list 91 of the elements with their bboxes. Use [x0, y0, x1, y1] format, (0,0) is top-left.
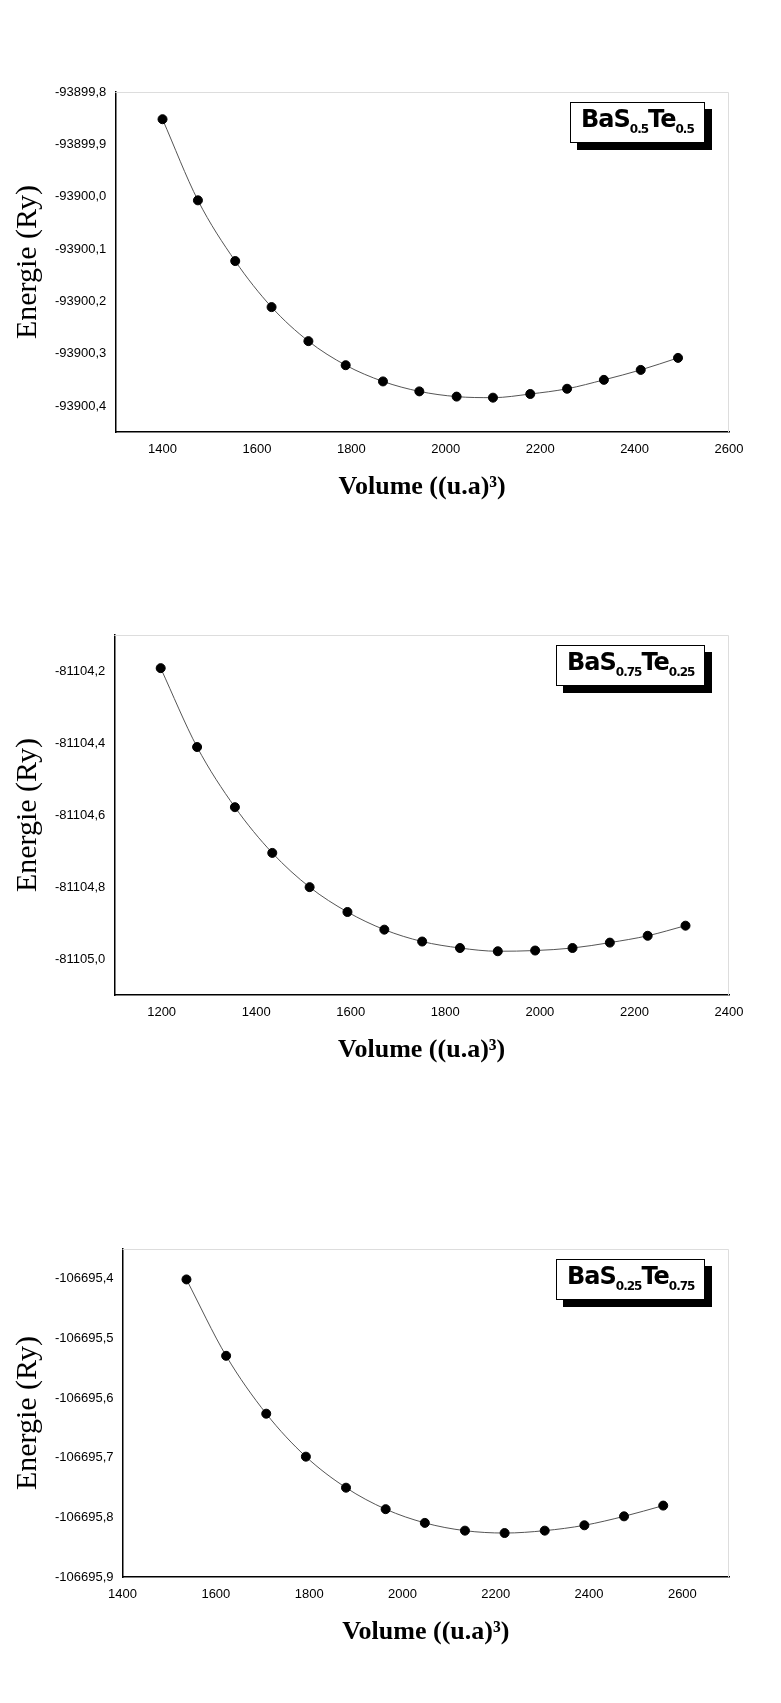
point [341, 1482, 351, 1493]
point [261, 1408, 272, 1419]
point [155, 663, 166, 674]
x-axis-title: Volume ((u.a)³) [338, 471, 506, 501]
y-tick-label: -81105,0 [55, 950, 106, 966]
point [229, 802, 240, 813]
point [642, 930, 653, 941]
point [451, 391, 462, 402]
y-tick-label: -81104,4 [55, 734, 106, 750]
point [454, 943, 465, 954]
point [492, 946, 503, 957]
point [680, 920, 691, 931]
point [604, 937, 615, 948]
point [230, 256, 241, 267]
y-tick-label: -81104,2 [55, 662, 106, 678]
y-tick-label: -93900,0 [54, 188, 107, 204]
point [157, 114, 168, 125]
point [598, 374, 609, 385]
x-axis-title: Volume ((u.a)³) [342, 1616, 510, 1646]
x-tick-label: 1400 [241, 1003, 271, 1019]
y-axis-title: Energie (Ry) [8, 185, 43, 340]
y-tick-label: -93900,3 [54, 345, 107, 361]
point [192, 742, 203, 753]
point [192, 195, 203, 206]
point [342, 906, 353, 917]
point [221, 1350, 232, 1361]
point [487, 392, 498, 403]
point [562, 383, 573, 394]
point [658, 1500, 669, 1511]
x-tick-label: 2200 [619, 1003, 649, 1019]
x-tick-label: 1400 [148, 440, 177, 456]
point [267, 847, 278, 858]
point [266, 302, 277, 313]
y-axis-title: Energie (Ry) [8, 1336, 43, 1491]
point [377, 376, 388, 387]
point [181, 1274, 192, 1285]
y-tick-label: -93899,9 [54, 135, 107, 151]
x-tick-label: 1800 [430, 1003, 460, 1019]
y-tick-label: -93899,8 [54, 83, 107, 99]
x-tick-label: 2000 [387, 1585, 417, 1601]
y-tick-label: -81104,6 [55, 806, 106, 822]
y-tick-label: -106695,8 [54, 1509, 114, 1525]
point [567, 943, 578, 954]
x-tick-label: 2600 [667, 1585, 697, 1601]
y-tick-label: -93900,1 [54, 240, 107, 256]
point [525, 388, 536, 399]
point [499, 1528, 510, 1539]
point [619, 1511, 630, 1522]
x-tick-label: 2200 [525, 440, 555, 456]
point [539, 1525, 550, 1536]
x-tick-label: 1800 [336, 440, 366, 456]
x-tick-label: 2400 [620, 440, 650, 456]
x-tick-label: 1800 [294, 1585, 324, 1601]
x-tick-label: 1600 [336, 1003, 366, 1019]
text: BaS$_{0.75}$Te$_{0.25}$ [556, 645, 706, 686]
point [300, 1451, 311, 1462]
point [380, 1504, 391, 1515]
y-tick-label: -93900,4 [54, 397, 107, 413]
y-tick-label: -106695,4 [54, 1270, 114, 1286]
point [414, 386, 425, 397]
point [304, 882, 315, 893]
x-tick-label: 2400 [574, 1585, 604, 1601]
point [303, 336, 314, 347]
y-tick-label: -81104,8 [55, 878, 106, 894]
y-tick-label: -106695,6 [54, 1389, 114, 1405]
x-tick-label: 1200 [147, 1003, 177, 1019]
x-tick-label: 2000 [525, 1003, 555, 1019]
point [459, 1525, 470, 1536]
y-axis-title: Energie (Ry) [8, 738, 43, 893]
y-tick-label: -106695,9 [54, 1568, 114, 1584]
y-tick-label: -106695,7 [54, 1449, 114, 1465]
point [530, 945, 541, 956]
point [419, 1517, 430, 1528]
x-tick-label: 2200 [481, 1585, 511, 1601]
point [417, 936, 428, 947]
y-tick-label: -93900,2 [54, 292, 107, 308]
x-tick-label: 1600 [242, 440, 272, 456]
x-tick-label: 2400 [714, 1003, 744, 1019]
x-tick-label: 2000 [431, 440, 461, 456]
y-tick-label: -106695,5 [54, 1330, 114, 1346]
point [579, 1520, 590, 1531]
point [379, 924, 390, 935]
text: BaS$_{0.5}$Te$_{0.5}$ [570, 102, 705, 143]
point [340, 360, 351, 371]
x-axis-title: Volume ((u.a)³) [338, 1034, 506, 1064]
x-tick-label: 2600 [714, 440, 744, 456]
text: BaS$_{0.25}$Te$_{0.75}$ [556, 1259, 706, 1300]
x-tick-label: 1600 [201, 1585, 231, 1601]
x-tick-label: 1400 [108, 1585, 138, 1601]
point [635, 364, 646, 375]
point [673, 352, 684, 363]
